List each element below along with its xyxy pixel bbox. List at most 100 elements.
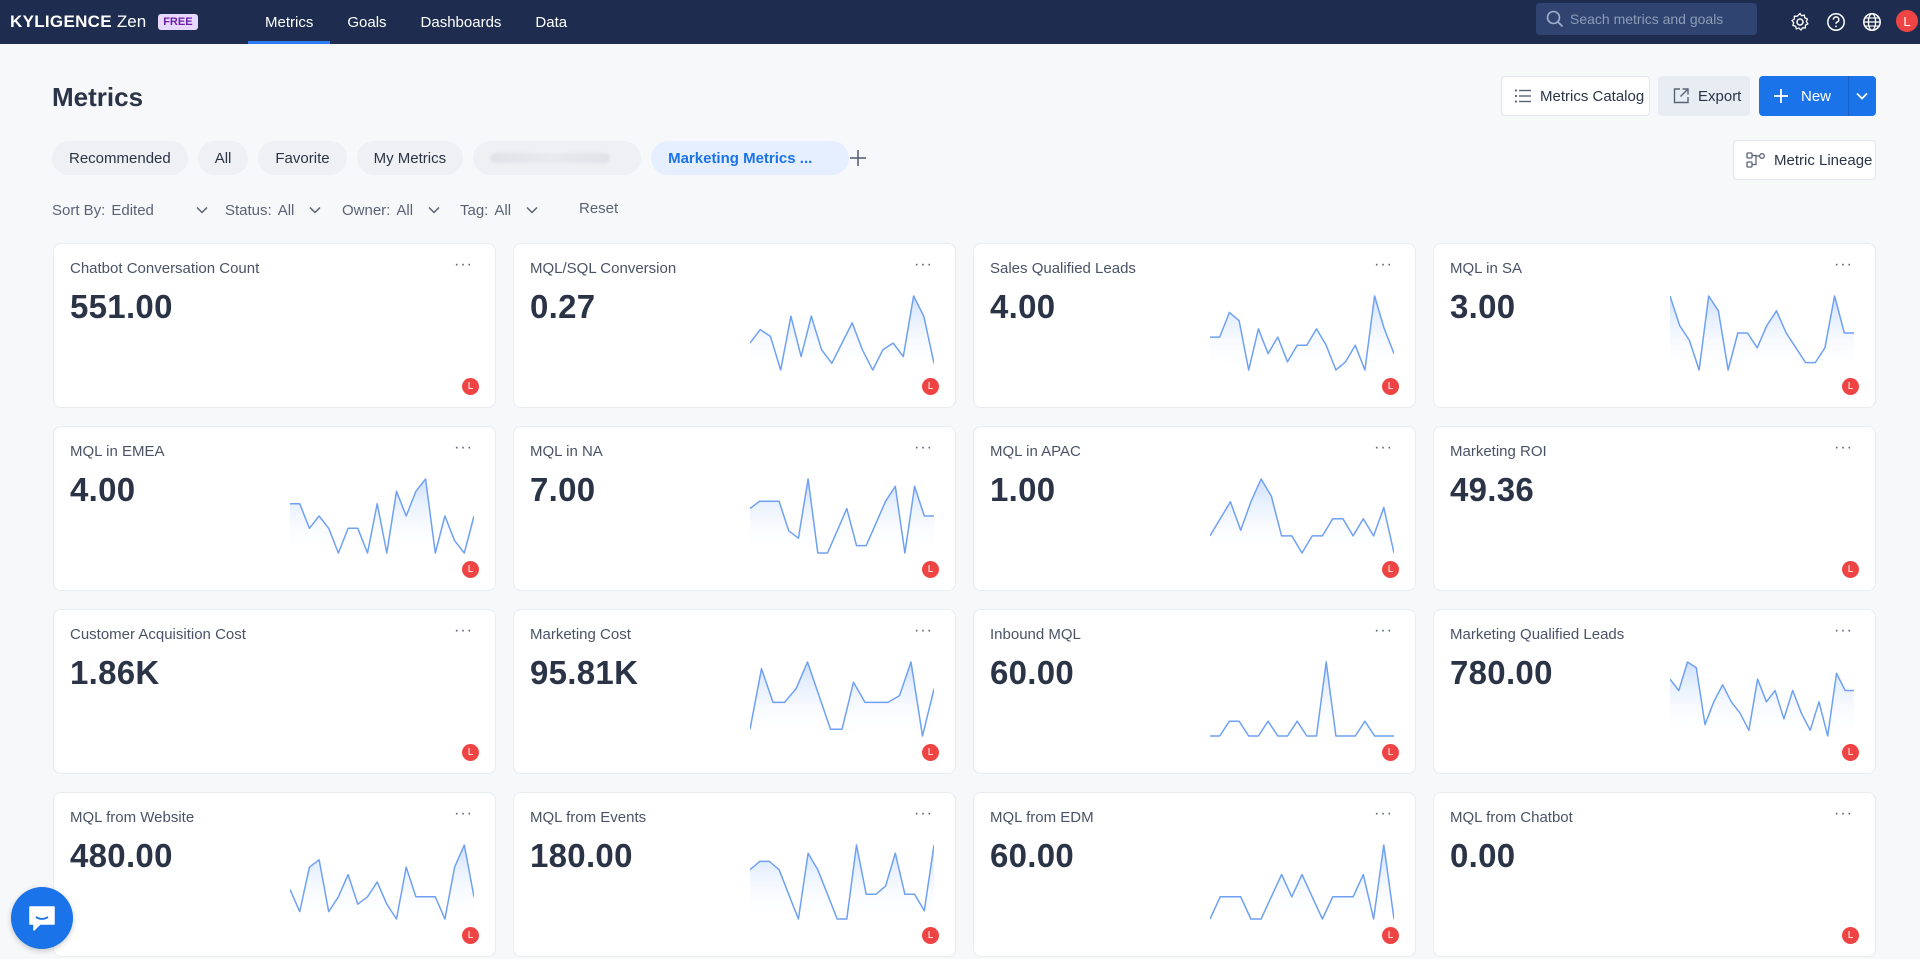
sparkline-chart [750,844,934,921]
metric-card[interactable]: Marketing Cost 95.81K ··· L [513,609,956,774]
add-tab-icon[interactable] [846,146,870,170]
metric-card[interactable]: Marketing ROI 49.36 ··· L [1433,426,1876,591]
more-options-icon[interactable]: ··· [454,439,473,456]
metric-value: 1.86K [70,654,160,691]
chevron-down-icon [526,206,538,214]
metric-lineage-label: Metric Lineage [1774,151,1873,169]
more-options-icon[interactable]: ··· [914,256,933,273]
owner-avatar: L [1842,744,1859,761]
metric-card[interactable]: MQL in APAC 1.00 ··· L [973,426,1416,591]
brand-logo[interactable]: KYLIGENCE Zen FREE [10,0,198,44]
tab-favorite[interactable]: Favorite [258,141,347,175]
metric-value: 49.36 [1450,471,1535,508]
new-button[interactable]: New [1759,76,1876,116]
owner-value: All [396,201,414,219]
status-filter[interactable]: Status: All [225,202,342,219]
status-value: All [277,201,295,219]
metric-card[interactable]: Sales Qualified Leads 4.00 ··· L [973,243,1416,408]
search-box[interactable] [1536,3,1757,35]
owner-avatar: L [1382,561,1399,578]
tag-filter[interactable]: Tag: All [460,202,539,219]
sparkline-area [750,845,934,921]
metric-title: MQL from EDM [990,809,1094,826]
more-options-icon[interactable]: ··· [1374,256,1393,273]
tag-label: Tag: [460,201,489,219]
sparkline-chart [1210,295,1394,372]
help-icon[interactable] [1824,10,1848,34]
sparkline-line [750,295,934,371]
nav-goals[interactable]: Goals [347,13,387,31]
owner-avatar: L [1842,378,1859,395]
sparkline-chart [1210,844,1394,921]
owner-filter[interactable]: Owner: All [342,202,460,219]
tab-recommended[interactable]: Recommended [52,141,188,175]
metrics-catalog-button[interactable]: Metrics Catalog [1501,76,1650,116]
nav-metrics[interactable]: Metrics [248,0,331,44]
tab-marketing-metrics[interactable]: Marketing Metrics ... [651,141,850,175]
metric-card[interactable]: Marketing Qualified Leads 780.00 ··· L [1433,609,1876,774]
sparkline-line [1210,295,1394,371]
metric-card[interactable]: MQL from Events 180.00 ··· L [513,792,956,957]
metric-card[interactable]: MQL/SQL Conversion 0.27 ··· L [513,243,956,408]
more-options-icon[interactable]: ··· [1374,439,1393,456]
sparkline-chart [1670,295,1854,372]
sparkline-chart [750,661,934,738]
tab-all[interactable]: All [197,141,249,175]
more-options-icon[interactable]: ··· [1834,256,1853,273]
sparkline-line [290,478,474,554]
sparkline-chart [1210,478,1394,555]
more-options-icon[interactable]: ··· [1374,622,1393,639]
search-input[interactable] [1570,11,1750,27]
owner-avatar: L [922,561,939,578]
metric-card[interactable]: Inbound MQL 60.00 ··· L [973,609,1416,774]
owner-avatar: L [462,744,479,761]
search-icon [1546,10,1564,28]
nav-data[interactable]: Data [535,13,568,31]
owner-avatar: L [1842,927,1859,944]
sparkline-line [750,478,934,554]
lineage-icon [1746,152,1765,168]
metric-card[interactable]: MQL from EDM 60.00 ··· L [973,792,1416,957]
chevron-down-icon[interactable] [1855,88,1869,104]
metric-card[interactable]: MQL in SA 3.00 ··· L [1433,243,1876,408]
nav-dashboards[interactable]: Dashboards [420,13,502,31]
chat-widget-button[interactable] [11,887,73,949]
chat-icon [29,906,55,931]
metric-card[interactable]: Chatbot Conversation Count 551.00 ··· L [53,243,496,408]
more-options-icon[interactable]: ··· [914,805,933,822]
metric-lineage-button[interactable]: Metric Lineage [1733,140,1876,180]
more-options-icon[interactable]: ··· [454,805,473,822]
sparkline-line [1210,661,1394,737]
metric-card[interactable]: MQL in EMEA 4.00 ··· L [53,426,496,591]
sparkline-line [750,661,934,737]
settings-icon[interactable] [1788,10,1812,34]
metric-card[interactable]: Customer Acquisition Cost 1.86K ··· L [53,609,496,774]
metric-title: Marketing Cost [530,626,631,643]
metric-tabs: Recommended All Favorite My Metrics Mark… [52,141,850,175]
more-options-icon[interactable]: ··· [1834,439,1853,456]
more-options-icon[interactable]: ··· [454,256,473,273]
user-avatar[interactable]: L [1896,10,1918,32]
metric-card[interactable]: MQL from Website 480.00 ··· L [53,792,496,957]
sparkline-area [750,296,934,372]
more-options-icon[interactable]: ··· [1374,805,1393,822]
more-options-icon[interactable]: ··· [454,622,473,639]
tab-redacted[interactable] [473,141,642,175]
metric-title: MQL in EMEA [70,443,165,460]
sort-filter[interactable]: Sort By: Edited [52,202,225,219]
sparkline-area [1670,662,1854,738]
globe-icon[interactable] [1860,10,1884,34]
reset-filters-link[interactable]: Reset [579,200,619,217]
more-options-icon[interactable]: ··· [914,439,933,456]
brand-product: Zen [116,12,147,31]
metric-card[interactable]: MQL from Chatbot 0.00 ··· L [1433,792,1876,957]
more-options-icon[interactable]: ··· [914,622,933,639]
tab-my-metrics[interactable]: My Metrics [356,141,464,175]
chevron-down-icon [428,206,440,214]
metric-value: 480.00 [70,837,173,874]
top-icons [1788,0,1884,44]
more-options-icon[interactable]: ··· [1834,622,1853,639]
more-options-icon[interactable]: ··· [1834,805,1853,822]
metric-card[interactable]: MQL in NA 7.00 ··· L [513,426,956,591]
export-button[interactable]: Export [1658,76,1750,116]
